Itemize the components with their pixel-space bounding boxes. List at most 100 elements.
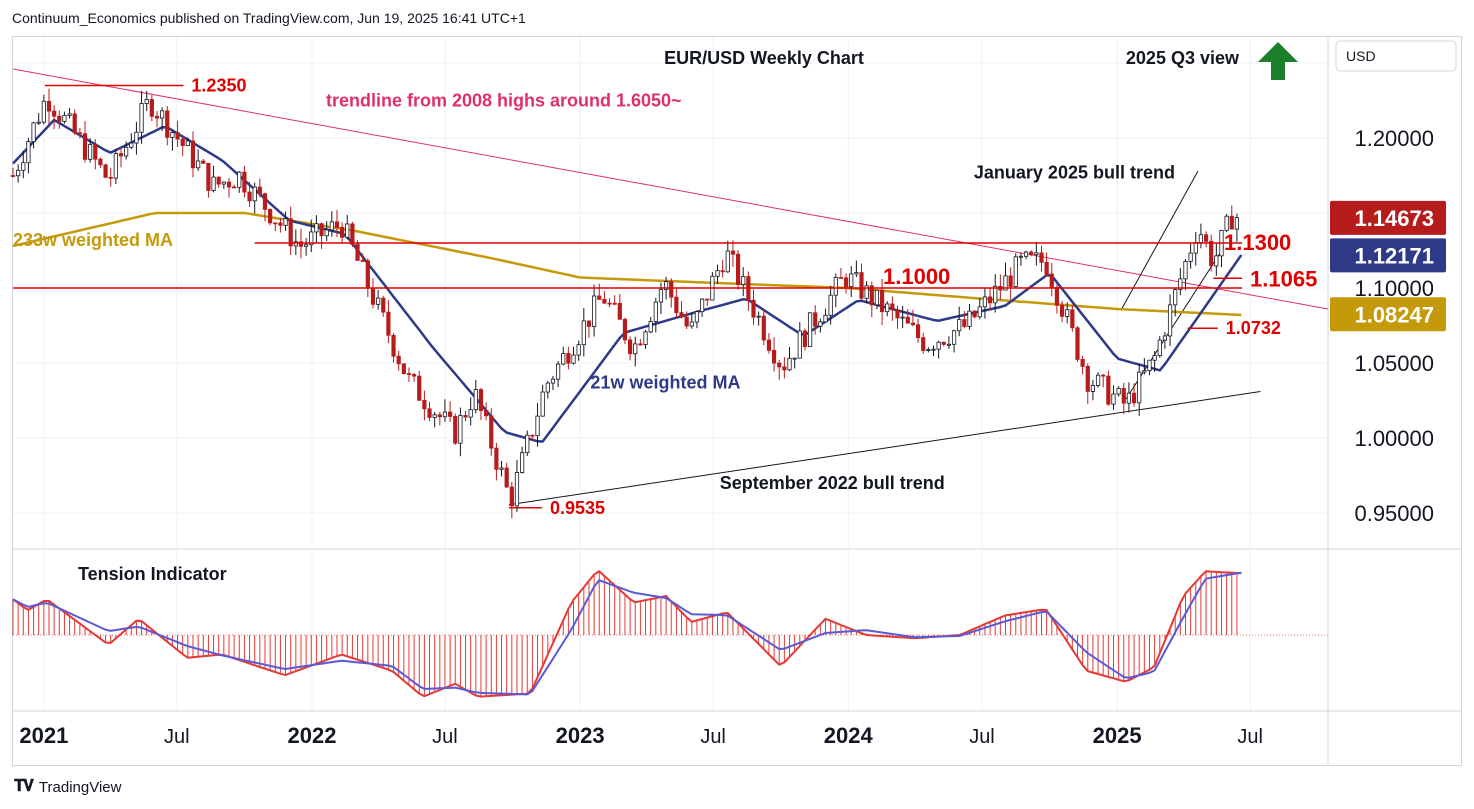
footer-brand[interactable]: TradingView — [38, 778, 122, 796]
candle-body — [797, 330, 802, 359]
candle-body — [334, 221, 340, 228]
candle-body — [1111, 393, 1116, 405]
candle-body — [1234, 217, 1240, 230]
candle-body — [1142, 370, 1147, 373]
candle-body — [787, 357, 792, 371]
candle-body — [622, 318, 628, 341]
candle-body — [129, 142, 134, 148]
candle-body — [16, 169, 21, 177]
level-marker-label: 1.0732 — [1226, 318, 1281, 338]
candle-body — [993, 285, 998, 304]
candle-body — [576, 344, 581, 356]
candle-body — [514, 472, 520, 507]
tension-indicator-label: Tension Indicator — [78, 564, 227, 584]
candle-body — [612, 302, 617, 305]
candle-body — [165, 110, 170, 138]
chart-annotation: 233w weighted MA — [13, 230, 173, 250]
candle-body — [319, 223, 324, 237]
candle-body — [401, 363, 406, 374]
candle-body — [1023, 251, 1029, 257]
candle-body — [638, 343, 643, 346]
candle-body — [586, 320, 592, 327]
candle-body — [391, 334, 396, 357]
currency-label: USD — [1346, 48, 1376, 64]
candle-body — [288, 218, 293, 247]
candle-body — [818, 321, 823, 327]
chart-annotation: 21w weighted MA — [590, 373, 740, 393]
candle-body — [314, 223, 319, 233]
candle-body — [854, 272, 859, 275]
candle-body — [679, 312, 684, 318]
candle-body — [237, 171, 242, 188]
candle-body — [1101, 374, 1106, 377]
candle-body — [417, 375, 422, 401]
level-marker-label: 1.1065 — [1250, 266, 1317, 291]
candle-body — [494, 447, 499, 470]
x-tick-label: Jul — [1237, 726, 1263, 748]
candle-body — [520, 452, 525, 473]
candle-body — [139, 103, 144, 133]
candle-body — [900, 316, 905, 319]
candle-body — [1162, 335, 1168, 341]
candle-body — [535, 415, 540, 437]
candle-body — [41, 100, 46, 123]
candle-body — [1152, 355, 1157, 361]
candle-body — [113, 153, 118, 179]
candle-body — [242, 171, 247, 193]
candle-body — [581, 320, 586, 346]
candle-body — [412, 374, 417, 377]
outlook-up-arrow-icon — [1258, 42, 1298, 80]
candle-body — [915, 324, 921, 338]
candle-body — [874, 289, 880, 306]
candle-body — [674, 296, 679, 314]
candle-body — [910, 322, 916, 326]
candle-body — [931, 348, 936, 351]
candle-body — [982, 296, 988, 308]
candle-body — [530, 434, 535, 437]
candle-body — [1214, 255, 1219, 267]
candle-body — [211, 176, 216, 191]
candle-body — [895, 309, 900, 319]
candle-body — [232, 186, 237, 189]
candle-body — [1013, 256, 1018, 287]
candle-body — [124, 146, 129, 157]
candle-body — [648, 321, 653, 333]
candle-body — [283, 218, 288, 226]
candle-body — [1059, 304, 1065, 317]
candle-body — [473, 389, 478, 411]
tradingview-logo-icon[interactable]: 𝐓𝐕 — [14, 778, 34, 795]
candle-body — [381, 297, 386, 313]
level-label: 1.1300 — [1224, 230, 1291, 255]
candle-body — [602, 298, 607, 304]
x-tick-label: Jul — [432, 726, 458, 748]
candle-body — [1106, 375, 1111, 405]
candle-body — [627, 339, 633, 355]
candle-body — [432, 414, 437, 418]
candle-body — [715, 270, 720, 277]
candle-body — [21, 162, 26, 171]
candle-body — [828, 294, 833, 316]
candle-body — [658, 289, 664, 303]
candle-body — [705, 298, 710, 301]
candle-body — [221, 181, 226, 185]
candle-body — [751, 299, 756, 318]
trendline — [508, 391, 1261, 506]
candle-body — [1178, 278, 1183, 290]
candle-body — [1131, 392, 1137, 404]
candle-body — [972, 310, 977, 318]
candle-body — [777, 362, 782, 368]
trendline — [1125, 247, 1225, 400]
candle-body — [1121, 388, 1126, 404]
candle-body — [196, 160, 201, 169]
candle-body — [273, 222, 278, 225]
candle-body — [489, 415, 494, 449]
y-tick-label: 0.95000 — [1354, 501, 1434, 526]
candle-body — [504, 467, 509, 488]
candle-body — [437, 414, 442, 418]
y-tick-label: 1.20000 — [1354, 126, 1434, 151]
candle-body — [1029, 251, 1034, 256]
candle-body — [941, 341, 946, 345]
candle-body — [360, 260, 365, 262]
candle-body — [967, 310, 972, 327]
